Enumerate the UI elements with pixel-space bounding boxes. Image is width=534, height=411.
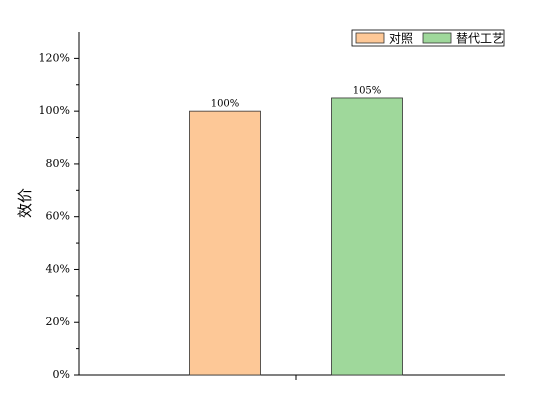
legend-label: 替代工艺 <box>456 32 504 46</box>
y-tick-label: 120% <box>39 51 70 64</box>
value-label: 100% <box>211 99 240 110</box>
legend-label: 对照 <box>389 32 413 46</box>
bar <box>331 97 403 376</box>
bar <box>189 110 261 376</box>
legend-swatch <box>422 32 452 44</box>
y-tick-label: 20% <box>46 315 70 328</box>
y-axis-label: 效价 <box>16 188 34 218</box>
y-tick-label: 100% <box>39 104 70 117</box>
y-tick-label: 40% <box>46 262 70 275</box>
y-tick-label: 60% <box>46 210 70 223</box>
legend-swatch <box>355 32 385 44</box>
y-tick-label: 80% <box>46 157 70 170</box>
value-label: 105% <box>353 85 382 96</box>
y-tick-label: 0% <box>53 368 70 381</box>
